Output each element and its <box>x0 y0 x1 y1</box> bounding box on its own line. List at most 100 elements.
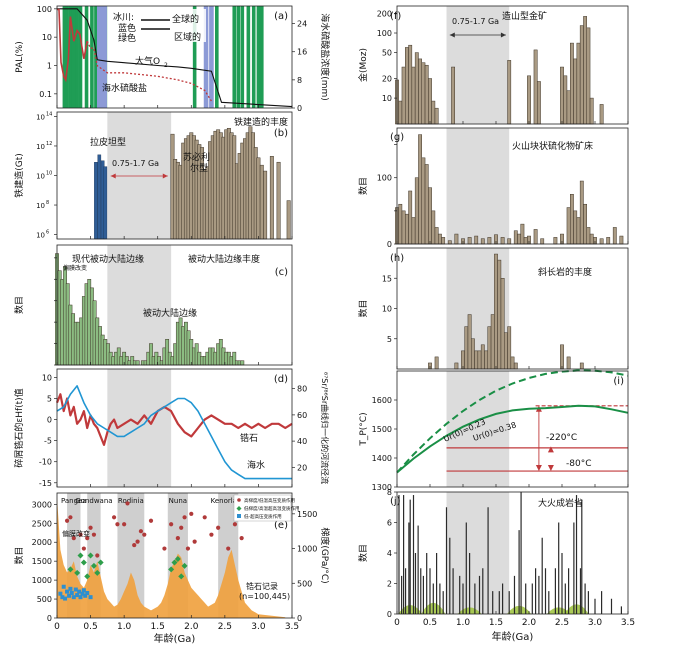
panel-e-low-gradient-point <box>179 525 184 530</box>
panel-b-ytick-base: 10 <box>36 202 45 210</box>
panel-b-ytick-exp: 12 <box>46 141 52 147</box>
panel-b-bar <box>259 164 264 240</box>
panel-e-low-gradient-point <box>175 536 180 541</box>
panel-e-low-gradient-point <box>185 546 191 551</box>
panel-e-low-gradient-point <box>78 532 83 537</box>
panel-d-seawater-line <box>56 385 292 480</box>
panel-f-band-label: 0.75-1.7 Ga <box>452 17 499 26</box>
panel-e-low-gradient-point <box>142 532 147 537</box>
panel-f-bar <box>563 75 568 125</box>
panel-c-modern-label: 现代被动大陆边缘 <box>72 253 144 265</box>
panel-b-superior-label-1: 苏必利 <box>183 151 210 163</box>
panel-g-bar <box>408 190 413 245</box>
panel-e-low-gradient-point <box>68 515 73 520</box>
panel-g-ytick-label: 100 <box>377 174 392 183</box>
panel-e-ytick2-label: 0 <box>297 614 302 623</box>
panel-a-green-glaciation <box>78 6 83 108</box>
panel-e-legend-uhp-marker <box>237 514 241 518</box>
panel-b-title: 铁建造的丰度 <box>234 116 288 128</box>
panel-f-bar <box>451 66 456 125</box>
panel-a-green-glaciation <box>259 6 264 108</box>
panel-e-uhp-point <box>60 595 65 600</box>
panel-a-green-glaciation <box>65 6 69 108</box>
panel-g-bar <box>520 223 525 245</box>
panel-a-green-glaciation <box>84 6 89 108</box>
panel-e-frame <box>56 492 293 619</box>
panel-g-bar <box>566 207 571 245</box>
panel-e-high-gradient-point <box>84 573 91 580</box>
panel-i-delta220-label: -220°C <box>546 433 577 443</box>
panel-g-bar <box>589 233 594 245</box>
panel-b-lapitan-bar <box>94 162 98 240</box>
panel-g-bar <box>428 187 432 245</box>
panel-e-legend-high-text: 低梯度/高温超高温变质作用 <box>244 505 300 512</box>
panel-e-low-gradient-point <box>189 511 194 516</box>
panel-f-bar <box>431 100 436 125</box>
panel-e-low-gradient-point <box>132 542 137 548</box>
panel-e-xtick-label: 3.0 <box>251 622 266 632</box>
panel-a-ytick2-label: 24 <box>297 20 307 29</box>
panel-g-bar <box>586 227 591 245</box>
panel-e-high-gradient-point <box>90 562 97 569</box>
panel-h-ytick-label: 5 <box>387 335 392 344</box>
panel-d-hafnium-strontium: -15 -10 -5 0 5 10 20 40 60 80 碎屑锆石的εHf(t)值 ⁸⁷Sr/⁸⁶S… <box>13 368 330 488</box>
panel-d-ytick-label: 5 <box>47 395 52 404</box>
panel-a-label: (a) <box>274 11 288 22</box>
panel-i-label: (i) <box>613 376 624 387</box>
panel-e-ytick-label: 0 <box>47 614 52 623</box>
panel-e-low-gradient-point <box>115 522 120 527</box>
panel-d-zircon-line <box>55 393 293 446</box>
panel-d-ytick2-label: 20 <box>297 463 307 472</box>
panel-f-bar <box>434 107 439 125</box>
panel-j-ytick-label: 8 <box>387 488 392 497</box>
panel-f-ylabel: 金(Moz) <box>357 48 369 82</box>
panel-g-bar <box>480 238 485 245</box>
panel-f-bar <box>537 81 541 125</box>
panel-b-ytick-exp: 10 <box>46 171 52 177</box>
panel-d-zircon-label: 锆石 <box>240 432 258 444</box>
panel-e-high-gradient-point <box>77 552 84 559</box>
panel-e-label: (e) <box>274 520 288 531</box>
panel-g-bar <box>583 203 588 245</box>
panel-g-bar <box>570 194 574 245</box>
panel-e-uhp-point <box>58 591 63 596</box>
panel-e-high-gradient-point <box>181 562 188 569</box>
panel-h-bar <box>480 344 485 370</box>
panel-h-bar <box>510 356 515 370</box>
panel-d-ytick2-label: 60 <box>297 411 307 420</box>
panel-f-bar <box>507 60 512 125</box>
panel-b-bar <box>263 170 268 240</box>
panel-e-supercontinent-label: Kenorland <box>211 497 246 505</box>
panel-a-green-glaciation <box>75 6 79 108</box>
panel-b-ytick-exp: 8 <box>46 200 49 206</box>
panel-e-xtick-label: 0 <box>54 622 60 632</box>
panel-d-ytick-label: -15 <box>39 479 52 488</box>
panel-e-high-gradient-point <box>97 559 104 566</box>
panel-f-ytick-label: 50 <box>382 49 392 58</box>
panel-g-bar <box>431 210 436 245</box>
panel-e-low-gradient-point <box>209 532 214 537</box>
panel-d-frame <box>56 368 293 488</box>
panel-j-xtick-label: 0 <box>394 618 400 628</box>
panel-b-bar <box>286 200 291 240</box>
panel-h-anorthosite: 5 10 15 数目 斜长岩的丰度 (h) <box>357 247 629 370</box>
panel-f-bar <box>418 58 423 125</box>
panel-j-ytick-label: 2 <box>387 580 392 589</box>
panel-a-green-glaciation <box>246 6 251 108</box>
panel-j-ytick-label: 0 <box>387 610 392 619</box>
panel-i-ytick-label: 1300 <box>372 483 392 492</box>
panel-a-ytick-label: 10 <box>42 33 52 42</box>
panel-f-bar <box>527 75 531 125</box>
panel-a-green-label: 绿色 <box>118 32 136 44</box>
panel-i-mantle-temperature: 1300140015001600T_P(°C)(i)Ur(0)=0.23Ur(0… <box>359 369 629 492</box>
panel-g-ylabel: 数目 <box>357 177 369 195</box>
panel-d-ytick-label: -10 <box>39 458 52 467</box>
panel-b-bar <box>276 161 281 240</box>
panel-g-bar <box>599 238 604 245</box>
panel-a-blue-label: 蓝色 <box>118 22 136 34</box>
panel-e-high-gradient-point <box>87 552 94 559</box>
panel-e-low-gradient-point <box>122 522 127 527</box>
panel-b-bar <box>269 156 274 240</box>
panel-h-bar <box>500 278 505 370</box>
